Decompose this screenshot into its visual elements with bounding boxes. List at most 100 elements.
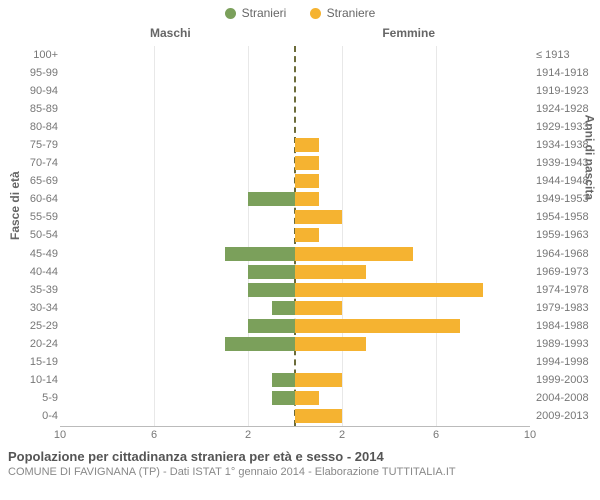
x-axis-ticks: 10622610: [60, 427, 530, 443]
birth-year-label: 2004-2008: [536, 389, 600, 407]
age-label: 10-14: [2, 371, 58, 389]
age-label: 65-69: [2, 172, 58, 190]
bar-male: [248, 319, 295, 333]
age-label: 45-49: [2, 245, 58, 263]
legend: Stranieri Straniere: [0, 0, 600, 22]
birth-year-label: 1959-1963: [536, 226, 600, 244]
age-label: 50-54: [2, 226, 58, 244]
age-label: 0-4: [2, 407, 58, 425]
pyramid-row: [60, 263, 530, 281]
birth-year-label: 1934-1938: [536, 136, 600, 154]
bar-female: [295, 301, 342, 315]
birth-year-label: 1939-1943: [536, 154, 600, 172]
bar-female: [295, 283, 483, 297]
age-labels: 100+95-9990-9485-8980-8475-7970-7465-696…: [2, 46, 58, 426]
x-tick: 10: [54, 429, 66, 441]
header-male: Maschi: [150, 26, 191, 40]
population-pyramid-chart: Stranieri Straniere Maschi Femmine Fasce…: [0, 0, 600, 500]
pyramid-row: [60, 100, 530, 118]
pyramid-row: [60, 154, 530, 172]
bar-male: [272, 301, 296, 315]
pyramid-row: [60, 371, 530, 389]
pyramid-row: [60, 353, 530, 371]
bar-female: [295, 265, 366, 279]
pyramid-row: [60, 64, 530, 82]
birth-year-label: 1974-1978: [536, 281, 600, 299]
birth-year-label: 1929-1933: [536, 118, 600, 136]
age-label: 15-19: [2, 353, 58, 371]
age-label: 35-39: [2, 281, 58, 299]
bar-female: [295, 409, 342, 423]
birth-year-label: 1979-1983: [536, 299, 600, 317]
bar-female: [295, 210, 342, 224]
birth-year-label: 1989-1993: [536, 335, 600, 353]
age-label: 20-24: [2, 335, 58, 353]
plot-area: 100+95-9990-9485-8980-8475-7970-7465-696…: [60, 46, 530, 427]
birth-year-labels: ≤ 19131914-19181919-19231924-19281929-19…: [536, 46, 600, 426]
birth-year-label: 1994-1998: [536, 353, 600, 371]
age-label: 25-29: [2, 317, 58, 335]
age-label: 100+: [2, 46, 58, 64]
bar-male: [248, 192, 295, 206]
pyramid-row: [60, 226, 530, 244]
header-female: Femmine: [382, 26, 435, 40]
pyramid-row: [60, 172, 530, 190]
pyramid-row: [60, 82, 530, 100]
age-label: 30-34: [2, 299, 58, 317]
age-label: 95-99: [2, 64, 58, 82]
legend-swatch-female: [310, 8, 321, 19]
pyramid-row: [60, 389, 530, 407]
pyramid-row: [60, 407, 530, 425]
age-label: 60-64: [2, 190, 58, 208]
x-tick: 10: [524, 429, 536, 441]
pyramid-row: [60, 118, 530, 136]
pyramid-row: [60, 299, 530, 317]
bar-female: [295, 192, 319, 206]
birth-year-label: 1919-1923: [536, 82, 600, 100]
pyramid-row: [60, 46, 530, 64]
bar-male: [272, 391, 296, 405]
bar-female: [295, 228, 319, 242]
chart-subtitle: COMUNE DI FAVIGNANA (TP) - Dati ISTAT 1°…: [8, 466, 600, 478]
legend-label-female: Straniere: [327, 6, 376, 20]
birth-year-label: 1969-1973: [536, 263, 600, 281]
pyramid-row: [60, 208, 530, 226]
x-tick: 2: [245, 429, 251, 441]
bar-female: [295, 373, 342, 387]
birth-year-label: 1924-1928: [536, 100, 600, 118]
age-label: 70-74: [2, 154, 58, 172]
bar-female: [295, 337, 366, 351]
age-label: 80-84: [2, 118, 58, 136]
chart-title: Popolazione per cittadinanza straniera p…: [8, 449, 600, 464]
age-label: 5-9: [2, 389, 58, 407]
age-label: 40-44: [2, 263, 58, 281]
pyramid-row: [60, 317, 530, 335]
birth-year-label: 1984-1988: [536, 317, 600, 335]
age-label: 85-89: [2, 100, 58, 118]
birth-year-label: ≤ 1913: [536, 46, 600, 64]
bar-male: [225, 337, 296, 351]
bar-female: [295, 156, 319, 170]
age-label: 90-94: [2, 82, 58, 100]
x-tick: 6: [433, 429, 439, 441]
legend-label-male: Stranieri: [242, 6, 287, 20]
pyramid-row: [60, 190, 530, 208]
legend-item-female: Straniere: [310, 6, 376, 20]
pyramid-row: [60, 335, 530, 353]
bar-female: [295, 174, 319, 188]
x-tick: 6: [151, 429, 157, 441]
pyramid-row: [60, 245, 530, 263]
bar-male: [225, 247, 296, 261]
pyramid-row: [60, 281, 530, 299]
birth-year-label: 1954-1958: [536, 208, 600, 226]
gender-headers: Maschi Femmine: [0, 26, 600, 46]
birth-year-label: 1964-1968: [536, 245, 600, 263]
bar-male: [248, 283, 295, 297]
bar-female: [295, 391, 319, 405]
x-tick: 2: [339, 429, 345, 441]
bar-female: [295, 319, 460, 333]
age-label: 55-59: [2, 208, 58, 226]
legend-item-male: Stranieri: [225, 6, 287, 20]
age-label: 75-79: [2, 136, 58, 154]
pyramid-row: [60, 136, 530, 154]
